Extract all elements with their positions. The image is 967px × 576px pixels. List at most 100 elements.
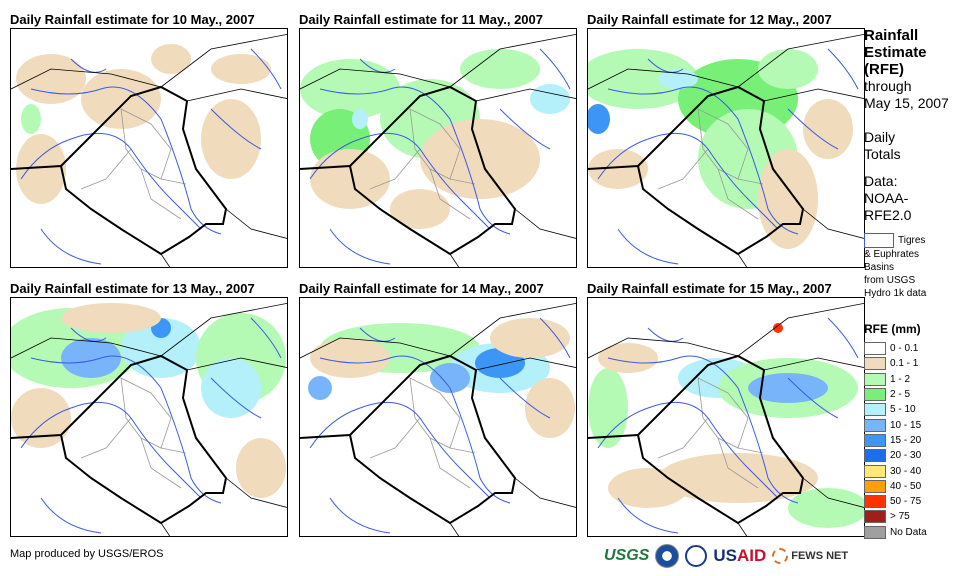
- legend-label: 15 - 20: [890, 434, 922, 446]
- legend-swatch: [864, 495, 886, 509]
- neighbor-borders: [588, 302, 864, 536]
- legend-label: 50 - 75: [890, 496, 922, 508]
- rainfall-area: [151, 44, 191, 74]
- legend-item: 30 - 40: [864, 463, 927, 478]
- legend-label: 20 - 30: [890, 450, 922, 462]
- district-boundaries: [657, 108, 764, 220]
- legend-swatch: [864, 372, 886, 386]
- river-basins: [597, 48, 859, 265]
- rainfall-area: [748, 373, 828, 403]
- rainfall-area: [608, 468, 688, 508]
- usaid-seal-logo: [685, 545, 708, 567]
- rainfall-map-panel: [10, 28, 288, 268]
- rfe-legend: RFE (mm) 0 - 0.1 0.1 - 1 1 - 2 2 - 5 5 - 10 1…: [864, 322, 927, 540]
- legend-swatch: [864, 418, 886, 432]
- usgs-logo: USGS: [604, 547, 650, 564]
- panel-title: Daily Rainfall estimate for 10 May., 200…: [10, 12, 255, 27]
- river-basins: [309, 48, 571, 265]
- rainfall-area: [310, 338, 390, 378]
- rainfall-area: [211, 54, 271, 84]
- heading-line: (RFE): [864, 61, 904, 78]
- legend-label: 0.1 - 1: [890, 358, 919, 370]
- heading-date: May 15, 2007: [864, 95, 949, 111]
- rainfall-area: [758, 49, 818, 89]
- rainfall-area: [300, 59, 400, 119]
- rainfall-area: [201, 358, 261, 418]
- rainfall-area: [11, 388, 71, 448]
- district-boundaries: [80, 377, 187, 489]
- panel-title: Daily Rainfall estimate for 13 May., 200…: [10, 281, 255, 296]
- panel-title: Daily Rainfall estimate for 12 May., 200…: [587, 12, 832, 27]
- figure-heading: Rainfall Estimate (RFE) through May 15, …: [864, 27, 949, 112]
- river-basins: [20, 317, 282, 534]
- usaid-logo: USAID: [713, 546, 767, 565]
- rainfall-area: [525, 378, 575, 438]
- rainfall-map-panel: [299, 28, 577, 268]
- heading-line: through: [864, 78, 912, 94]
- basin-text: Basins: [864, 262, 895, 273]
- rainfall-area: [16, 134, 66, 204]
- credit-text: Map produced by USGS/EROS: [10, 548, 164, 560]
- rainfall-area: [588, 104, 610, 134]
- rainfall-area: [460, 49, 540, 89]
- basin-text: Tigres: [898, 235, 926, 247]
- legend-swatch: [864, 479, 886, 493]
- rainfall-map-panel: [299, 297, 577, 537]
- legend-item: 15 - 20: [864, 433, 927, 448]
- legend-item: 10 - 15: [864, 417, 927, 432]
- rainfall-area: [588, 149, 648, 189]
- rainfall-area: [658, 453, 818, 503]
- neighbor-borders: [588, 33, 864, 267]
- panel-title: Daily Rainfall estimate for 14 May., 200…: [299, 281, 544, 296]
- rainfall-area: [236, 438, 286, 498]
- rainfall-map-panel: [587, 297, 865, 537]
- iraq-border: [588, 354, 805, 525]
- rainfall-area: [430, 363, 470, 393]
- rainfall-area: [773, 323, 783, 333]
- rainfall-area: [598, 343, 658, 373]
- rainfall-area: [390, 189, 450, 229]
- river-basins: [309, 317, 571, 534]
- legend-swatch: [864, 525, 886, 539]
- basin-text: Hydro 1k data: [864, 288, 927, 299]
- rainfall-area: [803, 99, 853, 159]
- legend-item: 40 - 50: [864, 479, 927, 494]
- basin-legend: Tigres & Euphrates Basins from USGS Hydr…: [864, 233, 926, 300]
- legend-item: > 75: [864, 509, 927, 524]
- rainfall-area: [352, 109, 368, 129]
- heading-line: Rainfall: [864, 27, 919, 44]
- legend-item: 20 - 30: [864, 448, 927, 463]
- district-boundaries: [369, 377, 476, 489]
- legend-label: 0 - 0.1: [890, 343, 919, 355]
- legend-swatch: [864, 510, 886, 524]
- totals-note: Daily Totals: [864, 129, 901, 163]
- basin-text: & Euphrates: [864, 249, 920, 260]
- iraq-border: [300, 354, 517, 525]
- source-line: Data:: [864, 173, 898, 189]
- legend-swatch: [864, 342, 886, 356]
- rainfall-map-panel: [10, 297, 288, 537]
- rainfall-area: [201, 99, 261, 179]
- legend-swatch: [864, 403, 886, 417]
- rainfall-area: [588, 368, 628, 448]
- rainfall-area: [81, 69, 161, 129]
- rainfall-area: [61, 338, 121, 378]
- neighbor-borders: [300, 302, 576, 536]
- legend-swatch: [864, 357, 886, 371]
- river-basins: [597, 317, 859, 534]
- legend-swatch: [864, 449, 886, 463]
- basin-text: from USGS: [864, 275, 916, 286]
- rainfall-area: [588, 49, 698, 109]
- legend-label: 40 - 50: [890, 480, 922, 492]
- legend-item: 0.1 - 1: [864, 356, 927, 371]
- legend-item: 5 - 10: [864, 402, 927, 417]
- basin-swatch: [864, 233, 894, 248]
- legend-label: > 75: [890, 511, 910, 523]
- legend-label: 1 - 2: [890, 373, 911, 385]
- fews-net-logo: FEWS NET: [772, 548, 848, 564]
- legend-item: 2 - 5: [864, 387, 927, 402]
- district-boundaries: [657, 377, 764, 489]
- legend-label: 5 - 10: [890, 404, 916, 416]
- panel-title: Daily Rainfall estimate for 15 May., 200…: [587, 281, 832, 296]
